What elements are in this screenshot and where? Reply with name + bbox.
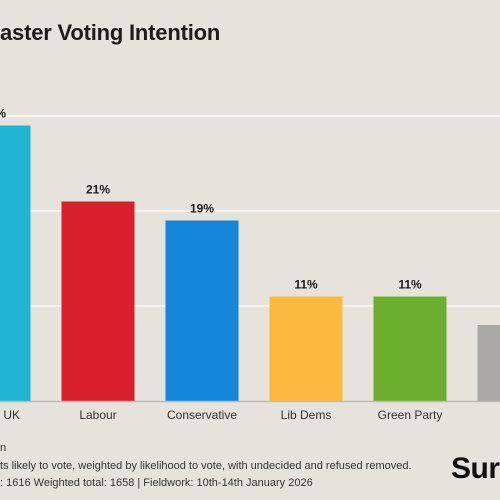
category-label-0: n UK bbox=[0, 408, 20, 422]
bars: % n UK 21% Labour 19% Conservative 11% Lib Dems… bbox=[0, 107, 500, 422]
category-label-3: Lib Dems bbox=[281, 408, 332, 422]
bar-4 bbox=[373, 296, 447, 401]
bar-1 bbox=[61, 201, 135, 401]
footnote: ts likely to vote, weighted by likelihoo… bbox=[0, 460, 412, 472]
value-label-0: % bbox=[0, 107, 6, 121]
category-label-4: Green Party bbox=[378, 408, 443, 422]
chart-title: aster Voting Intention bbox=[0, 20, 221, 45]
value-label-2: 19% bbox=[190, 202, 214, 216]
value-label-4: 11% bbox=[398, 278, 422, 292]
bar-5 bbox=[477, 325, 500, 401]
bar-3 bbox=[269, 296, 343, 401]
bar-0 bbox=[0, 125, 31, 401]
sample-info: : 1616 Weighted total: 1658 | Fieldwork:… bbox=[0, 477, 313, 489]
value-label-3: 11% bbox=[294, 278, 318, 292]
value-label-1: 21% bbox=[86, 183, 110, 197]
category-label-1: Labour bbox=[79, 408, 116, 422]
bar-2 bbox=[165, 220, 239, 401]
category-label-2: Conservative bbox=[167, 408, 237, 422]
footnote-header: n bbox=[0, 442, 7, 454]
brand-logo: Sur bbox=[451, 452, 500, 485]
